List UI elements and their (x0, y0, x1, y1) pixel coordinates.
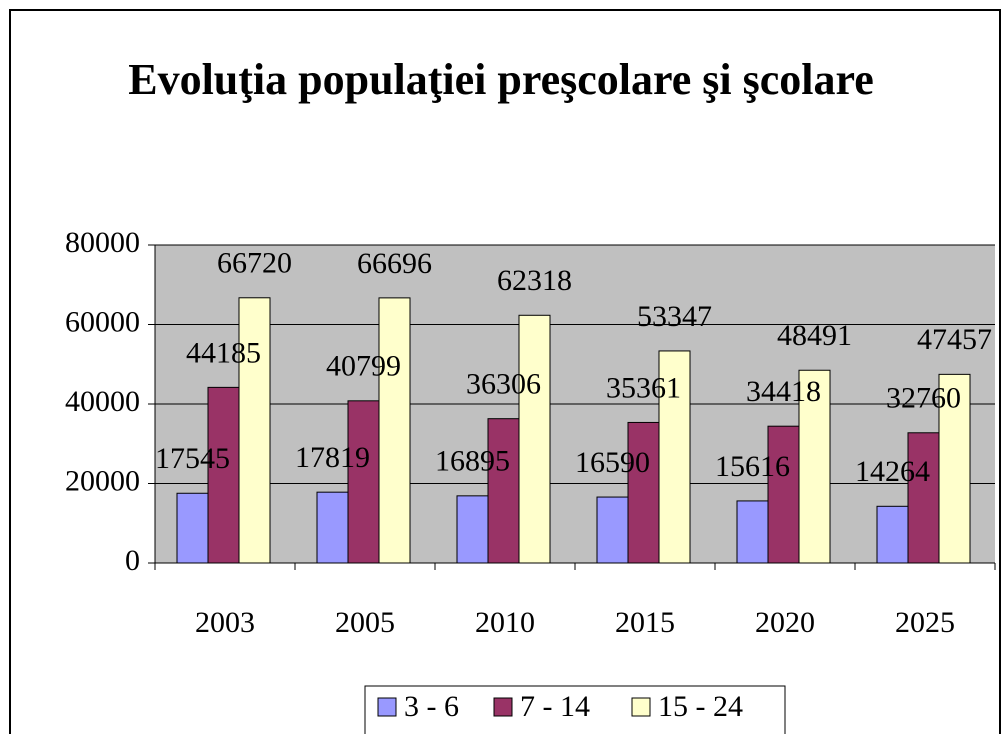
y-tick-label: 60000 (65, 305, 140, 338)
x-tick-label: 2010 (475, 606, 535, 639)
legend-label: 3 - 6 (404, 690, 459, 723)
bar (876, 505, 909, 564)
bar (176, 492, 209, 564)
y-tick-label: 40000 (65, 385, 140, 418)
bar (767, 425, 800, 564)
bar (596, 496, 629, 564)
x-tick-label: 2015 (615, 606, 675, 639)
bar (487, 418, 520, 564)
bar (627, 421, 660, 564)
data-label: 14264 (855, 455, 930, 488)
data-label: 66696 (357, 247, 432, 280)
data-label: 16895 (435, 445, 510, 478)
data-label: 35361 (606, 371, 681, 404)
bar (238, 297, 271, 564)
data-label: 48491 (777, 319, 852, 352)
x-tick-label: 2003 (195, 606, 255, 639)
bar (907, 432, 940, 564)
data-label: 62318 (497, 264, 572, 297)
legend-box (364, 685, 786, 734)
bar (207, 386, 240, 564)
legend-swatch (377, 697, 397, 717)
data-label: 17545 (155, 442, 230, 475)
data-label: 15616 (715, 450, 790, 483)
x-tick-label: 2020 (755, 606, 815, 639)
chart-title: Evoluţia populaţiei preşcolare şi şcolar… (128, 55, 874, 104)
bar (736, 500, 769, 564)
bar (378, 297, 411, 564)
data-label: 34418 (746, 375, 821, 408)
data-label: 44185 (186, 336, 261, 369)
y-tick-label: 80000 (65, 226, 140, 259)
chart-border (9, 9, 1001, 734)
data-label: 40799 (326, 350, 401, 383)
bar (658, 350, 691, 564)
x-tick-label: 2025 (895, 606, 955, 639)
data-label: 16590 (575, 446, 650, 479)
legend-swatch (631, 697, 651, 717)
bar (938, 373, 971, 564)
legend-label: 15 - 24 (658, 690, 743, 723)
y-tick-label: 20000 (65, 464, 140, 497)
data-label: 36306 (466, 368, 541, 401)
data-label: 47457 (917, 323, 992, 356)
x-tick-label: 2005 (335, 606, 395, 639)
bar (456, 495, 489, 564)
legend-label: 7 - 14 (520, 690, 590, 723)
bar (347, 400, 380, 564)
bar (798, 369, 831, 564)
legend-swatch (493, 697, 513, 717)
data-label: 66720 (217, 247, 292, 280)
bar (316, 491, 349, 564)
bar (518, 314, 551, 564)
y-tick-label: 0 (125, 544, 140, 577)
data-label: 17819 (295, 441, 370, 474)
data-label: 53347 (637, 300, 712, 333)
data-label: 32760 (886, 382, 961, 415)
